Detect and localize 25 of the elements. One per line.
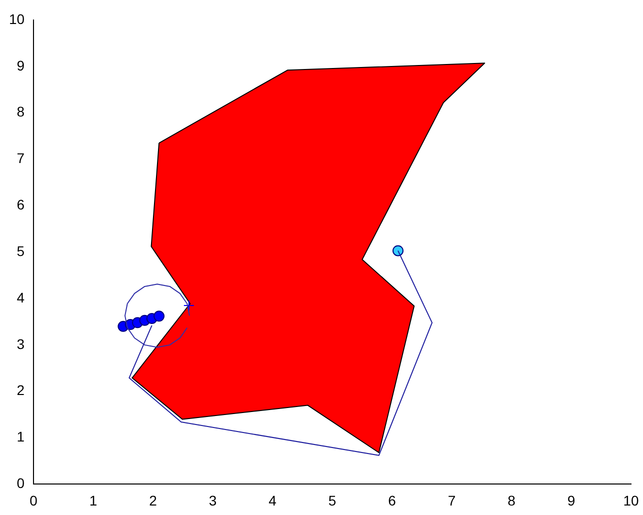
x-tick-label: 8 (508, 492, 516, 508)
x-tick-label: 0 (30, 492, 38, 508)
y-tick-label: 9 (16, 57, 25, 74)
y-tick-label: 4 (16, 289, 25, 306)
x-tick-label: 3 (208, 492, 217, 508)
y-tick-label: 1 (16, 428, 25, 445)
x-tick-label: 4 (268, 492, 277, 508)
y-tick-label: 2 (16, 382, 25, 398)
point (154, 310, 165, 322)
point (392, 245, 404, 256)
y-tick-label: 6 (16, 196, 25, 213)
y-tick-label: 10 (8, 10, 25, 27)
x-tick-label: 6 (388, 492, 396, 508)
x-tick-label: 7 (448, 492, 456, 508)
x-tick-label: 9 (567, 492, 576, 508)
point (183, 300, 194, 311)
y-tick-label: 3 (16, 336, 25, 352)
x-tick-label: 1 (89, 492, 98, 508)
y-tick-label: 7 (16, 150, 25, 166)
x-tick-label: 5 (328, 492, 336, 508)
y-tick-label: 8 (16, 104, 25, 120)
y-tick-label: 5 (16, 242, 25, 259)
y-tick-label: 0 (16, 475, 25, 492)
x-tick-label: 2 (149, 492, 158, 508)
x-tick-label: 10 (623, 492, 639, 508)
